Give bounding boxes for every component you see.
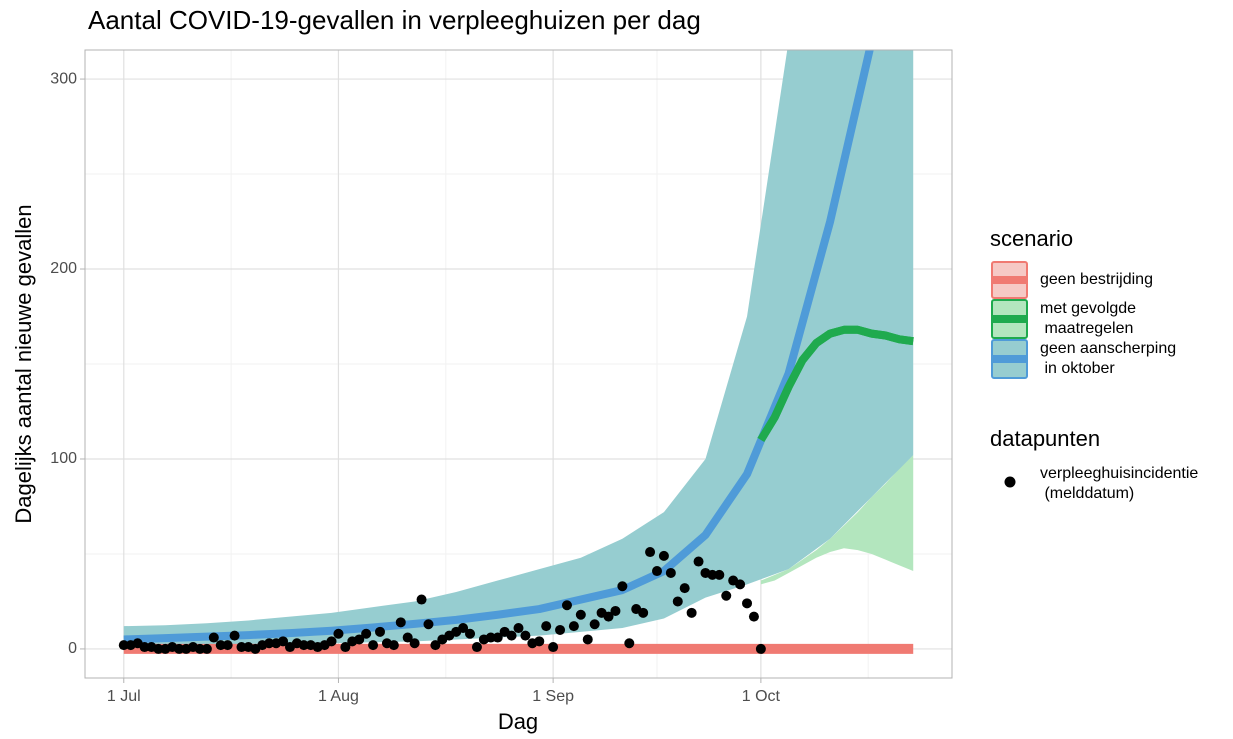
data-point — [368, 640, 379, 651]
data-point — [458, 623, 469, 634]
x-tick-label: 1 Oct — [742, 688, 781, 705]
data-point — [375, 626, 386, 637]
data-point — [742, 598, 753, 609]
data-point — [707, 569, 718, 580]
data-point — [409, 638, 420, 649]
data-point — [492, 632, 503, 643]
confidence-band — [760, 455, 914, 585]
data-point — [693, 556, 704, 567]
data-point — [395, 617, 406, 628]
data-point — [665, 567, 676, 578]
data-point — [548, 642, 559, 653]
line — [757, 325, 914, 443]
data-point — [506, 630, 517, 641]
legend-label: met gevolgde — [1040, 300, 1136, 317]
data-point — [229, 630, 240, 641]
y-tick-label: 0 — [68, 640, 77, 657]
legend-key-line — [992, 276, 1027, 284]
data-point — [340, 642, 351, 653]
data-point — [278, 636, 289, 647]
data-point — [624, 638, 635, 649]
data-point — [755, 643, 766, 654]
chart-title: Aantal COVID-19-gevallen in verpleeghuiz… — [88, 5, 701, 35]
x-axis-label: Dag — [498, 709, 538, 734]
confidence-band — [123, 50, 914, 648]
data-point — [208, 632, 219, 643]
data-point — [402, 632, 413, 643]
data-point — [222, 640, 233, 651]
legend-label: geen bestrijding — [1040, 271, 1153, 288]
data-point — [568, 621, 579, 632]
data-point — [651, 566, 662, 577]
data-point — [471, 642, 482, 653]
data-point — [561, 600, 572, 611]
data-point — [485, 632, 496, 643]
legend-title: scenario — [990, 226, 1073, 251]
data-point — [603, 611, 614, 622]
x-tick-label: 1 Aug — [318, 688, 359, 705]
data-point — [679, 583, 690, 594]
data-point — [638, 607, 649, 618]
data-point — [645, 547, 656, 558]
data-point — [416, 594, 427, 605]
data-point — [575, 609, 586, 620]
data-point — [555, 624, 566, 635]
legend-label: in oktober — [1040, 360, 1115, 377]
data-point — [388, 640, 399, 651]
panel-border — [84, 49, 953, 679]
data-point — [361, 628, 372, 639]
legend-label: verpleeghuisincidentie — [1040, 465, 1198, 482]
data-point — [672, 596, 683, 607]
legend-label: (melddatum) — [1040, 485, 1134, 502]
data-point — [298, 640, 309, 651]
data-point — [354, 634, 365, 645]
data-point — [520, 630, 531, 641]
y-axis-label: Dagelijks aantal nieuwe gevallen — [11, 204, 36, 523]
legend-label: geen aanscherping — [1040, 340, 1176, 357]
data-point — [658, 550, 669, 561]
data-point — [465, 628, 476, 639]
legend-label: maatregelen — [1040, 320, 1133, 337]
y-tick-label: 300 — [50, 70, 77, 87]
data-point — [534, 636, 545, 647]
data-point — [153, 643, 164, 654]
data-point — [513, 623, 524, 634]
legend-title: datapunten — [990, 426, 1100, 451]
y-tick-label: 200 — [50, 260, 77, 277]
data-point — [721, 590, 732, 601]
data-point — [686, 607, 697, 618]
data-point — [139, 642, 150, 653]
data-point — [541, 621, 552, 632]
data-point — [714, 569, 725, 580]
legend-key-line — [992, 355, 1027, 363]
data-point — [201, 643, 212, 654]
data-point — [617, 581, 628, 592]
data-point — [748, 611, 759, 622]
legend-key — [1004, 476, 1016, 488]
x-tick-label: 1 Jul — [107, 688, 141, 705]
data-point — [194, 643, 205, 654]
data-point — [735, 579, 746, 590]
data-point — [215, 640, 226, 651]
data-point — [589, 619, 600, 630]
data-point — [582, 634, 593, 645]
data-point — [333, 628, 344, 639]
data-point — [423, 619, 434, 630]
x-tick-label: 1 Sep — [532, 688, 574, 705]
data-point — [236, 642, 247, 653]
data-point — [430, 640, 441, 651]
y-tick-label: 100 — [50, 450, 77, 467]
data-point — [610, 605, 621, 616]
data-point — [118, 640, 129, 651]
line — [123, 50, 874, 644]
data-point — [174, 643, 185, 654]
data-point — [326, 636, 337, 647]
data-point — [264, 638, 275, 649]
legend-key-line — [992, 315, 1027, 323]
